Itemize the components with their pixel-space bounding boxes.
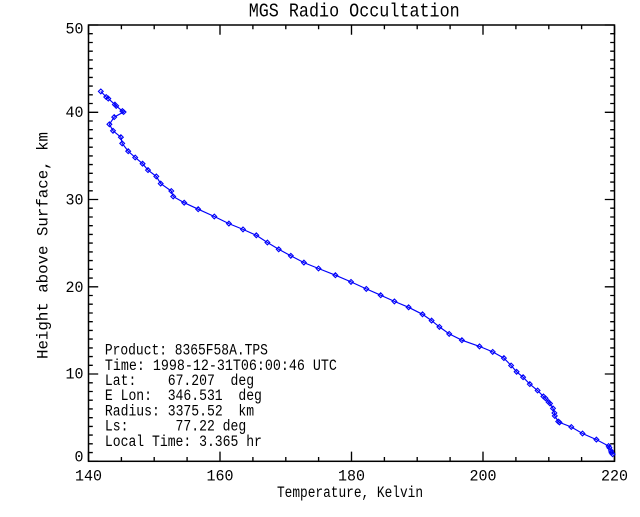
svg-text:220: 220 <box>601 468 628 486</box>
svg-text:Temperature, Kelvin: Temperature, Kelvin <box>277 484 423 502</box>
svg-text:Lat: 67.207 deg: Lat: 67.207 deg <box>105 372 254 390</box>
svg-text:MGS Radio Occultation: MGS Radio Occultation <box>249 0 460 22</box>
svg-text:0: 0 <box>75 449 84 467</box>
svg-text:Radius: 3375.52 km: Radius: 3375.52 km <box>105 402 254 420</box>
svg-text:180: 180 <box>338 468 365 486</box>
svg-text:50: 50 <box>66 20 84 38</box>
svg-text:20: 20 <box>66 279 84 297</box>
svg-text:10: 10 <box>66 366 84 384</box>
svg-text:40: 40 <box>66 104 84 122</box>
svg-text:Height above Surface, km: Height above Surface, km <box>34 132 52 359</box>
svg-text:Time: 1998-12-31T06:00:46 UTC: Time: 1998-12-31T06:00:46 UTC <box>105 357 337 375</box>
svg-text:30: 30 <box>66 191 84 209</box>
svg-text:Local Time: 3.365 hr: Local Time: 3.365 hr <box>105 433 262 451</box>
svg-text:Ls: 77.22 deg: Ls: 77.22 deg <box>105 418 246 436</box>
svg-text:E Lon: 346.531 deg: E Lon: 346.531 deg <box>105 387 262 405</box>
svg-text:160: 160 <box>207 468 234 486</box>
svg-text:200: 200 <box>470 468 497 486</box>
svg-text:Product: 8365F58A.TPS: Product: 8365F58A.TPS <box>105 342 268 360</box>
svg-text:140: 140 <box>75 468 102 486</box>
